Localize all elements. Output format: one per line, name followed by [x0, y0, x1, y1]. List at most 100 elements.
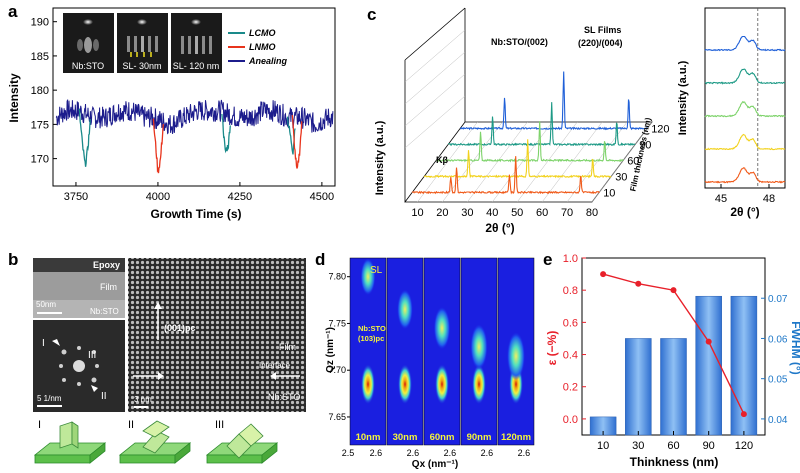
panel-e-xlabel: Thinkness (nm): [630, 455, 719, 469]
panel-d-substrate-label: Nb:STO (103)pc: [358, 324, 386, 343]
panel-d-rsm: 10nm 30nm 60nm 90nm 120nm 7.65 7.70 7.75 7.80 2…: [325, 257, 535, 470]
e-bar-3: [695, 295, 722, 436]
rsm-substrate-peak-1: [398, 364, 412, 405]
d-ytick-label-1: 7.70: [328, 365, 346, 375]
d-xtick-label-5: 2.6: [518, 448, 531, 458]
c-series-1: [423, 139, 612, 179]
rheed-label-sl30: SL- 30nm: [122, 61, 161, 71]
e-ytick-left-label-0: 0.0: [563, 414, 578, 426]
cz-series-1: [704, 133, 786, 151]
e-strain-point-2: [670, 287, 677, 294]
panel-d-ylabel: Qz (nm⁻¹): [325, 327, 336, 373]
panel-a-xlabel: Growth Time (s): [150, 207, 241, 221]
c-series-0: [411, 156, 600, 195]
c-xtick-label-7: 80: [586, 207, 598, 219]
d-ytick-label-3: 7.80: [328, 272, 346, 282]
e-bar-1: [625, 338, 652, 436]
e-ytick-left-label-3: 0.6: [563, 317, 578, 329]
panel-letter-b: b: [8, 250, 18, 269]
panel-d-sl-label: SL: [370, 265, 383, 276]
panel-c-zoom-ylabel: Intensity (a.u.): [677, 60, 689, 135]
tem-label-film: Film: [100, 282, 117, 292]
rheed-inset-sl30: SL- 30nm: [117, 13, 168, 73]
hrtem-lattice: [128, 258, 306, 412]
e-ytick-right-label-1: 0.05: [768, 375, 788, 386]
panel-d-xlabel: Qx (nm⁻¹): [412, 459, 458, 470]
e-xtick-label-2: 60: [667, 440, 679, 452]
e-ytick-right-label-3: 0.07: [768, 294, 788, 305]
panel-a-ylabel: Intensity: [7, 73, 21, 123]
d-xtick-label-4: 2.6: [481, 448, 494, 458]
rsm-substrate-peak-2: [435, 364, 449, 405]
hrtem-direction: (001)pc: [164, 323, 196, 333]
c-ztick-label-1: 30: [615, 171, 627, 183]
c-ztick-label-3: 90: [639, 139, 651, 151]
panel-letter-c: c: [367, 5, 376, 24]
rheed-label-nbsto: Nb:STO: [72, 61, 104, 71]
fft-label-i: I: [42, 338, 45, 349]
panel-c-zoom-xlabel: 2θ (°): [730, 205, 759, 219]
e-xtick-label-4: 120: [735, 440, 753, 452]
rsm-film-peak-4: [507, 332, 525, 381]
c-xtick-label-3: 40: [486, 207, 498, 219]
a-ytick-label-2: 180: [31, 85, 49, 97]
c-xtick-label-1: 20: [436, 207, 448, 219]
rsm-thickness-label-4: 120nm: [501, 432, 531, 443]
c-xtick-label-0: 10: [411, 207, 423, 219]
a-ytick-label-1: 175: [31, 119, 49, 131]
d-ytick-label-0: 7.65: [328, 412, 346, 422]
rsm-film-peak-2: [433, 306, 451, 350]
e-strain-point-3: [705, 338, 712, 345]
c-grid-4: [517, 121, 578, 203]
rsm-thickness-label-1: 30nm: [393, 432, 418, 443]
c-grid-5: [541, 121, 603, 203]
panel-a-frame: [52, 7, 336, 187]
rheed-inset-nbsto: Nb:STO: [63, 13, 114, 73]
panel-c-annotation-sl: SL Films: [584, 25, 621, 35]
tem-label-nbsto: Nb:STO: [90, 307, 119, 316]
c-walls: [404, 7, 466, 202]
cz-series-0: [704, 167, 786, 184]
a-ytick-label-0: 170: [31, 154, 49, 166]
rsm-substrate-peak-0: [361, 364, 375, 405]
cz-series-4: [704, 35, 786, 52]
rsm-film-peak-3: [470, 324, 488, 370]
orientation-models: I II III: [33, 419, 279, 464]
model-label-i: I: [38, 419, 41, 431]
panel-a-legend: LCMO LNMO Anealing: [228, 28, 288, 66]
c-grid-6: [566, 121, 628, 203]
fft-label-ii: II: [101, 391, 107, 402]
hrtem-interface: Interface: [259, 361, 291, 370]
c-wallgrid-4: [404, 95, 466, 149]
legend-label-annealing: Anealing: [248, 56, 288, 66]
e-xtick-label-0: 10: [597, 440, 609, 452]
legend-label-lcmo: LCMO: [249, 28, 276, 38]
a-series-lnmo: [152, 115, 303, 174]
c-wallgrid-3: [404, 73, 466, 127]
c-ztick-label-2: 60: [627, 155, 639, 167]
panel-c-xlabel: 2θ (°): [485, 221, 514, 235]
cz-series-3: [704, 68, 786, 85]
cz-series-2: [704, 100, 786, 118]
a-ytick-label-3: 185: [31, 51, 49, 63]
e-bar-2: [660, 338, 687, 436]
a-xtick-label-3: 4500: [310, 191, 334, 203]
e-ytick-left-label-4: 0.8: [563, 285, 578, 297]
panel-letter-d: d: [315, 250, 325, 269]
c-wallgrid-1: [404, 29, 466, 83]
panel-e-ylabel-right: FWHM (°): [789, 321, 800, 374]
a-series-anealing: [55, 98, 334, 135]
panel-e-chart: 0.0 0.2 0.4 0.6 0.8 1.0 0.04 0.05 0.06 0.07 10 30…: [545, 253, 800, 469]
c-grid-2: [467, 121, 528, 203]
tem-scale-50nm: 50nm: [36, 300, 56, 309]
d-xtick-label-3: 2.6: [444, 448, 457, 458]
hrtem-scale: 3 nm: [134, 395, 152, 404]
e-ytick-left-label-1: 0.2: [563, 382, 578, 394]
rsm-film-peak-1: [397, 289, 413, 330]
e-ytick-left-label-5: 1.0: [563, 253, 578, 265]
e-strain-point-1: [635, 280, 642, 287]
panel-b-tem: Epoxy Film Nb:STO 50nm I III II 5 1/nm (…: [33, 258, 306, 464]
c-xtick-label-5: 60: [536, 207, 548, 219]
panel-letter-e: e: [543, 250, 552, 269]
